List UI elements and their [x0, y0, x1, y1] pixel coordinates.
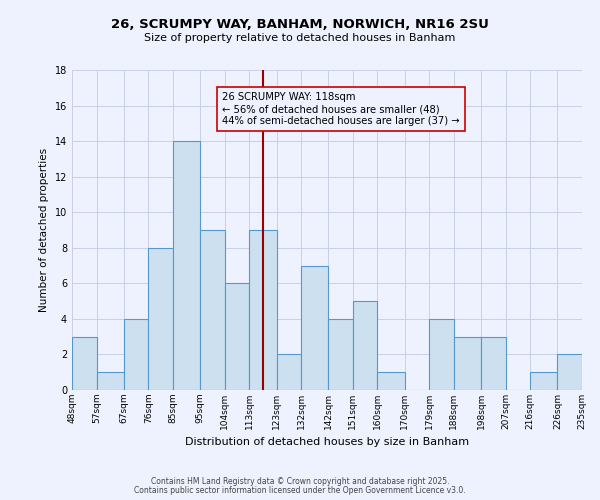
- Bar: [377, 372, 405, 390]
- X-axis label: Distribution of detached houses by size in Banham: Distribution of detached houses by size …: [185, 438, 469, 448]
- Y-axis label: Number of detached properties: Number of detached properties: [39, 148, 49, 312]
- Bar: [277, 354, 301, 390]
- Bar: [429, 319, 454, 390]
- Bar: [72, 336, 97, 390]
- Bar: [328, 319, 353, 390]
- Bar: [557, 354, 582, 390]
- Bar: [225, 284, 249, 390]
- Text: 26 SCRUMPY WAY: 118sqm
← 56% of detached houses are smaller (48)
44% of semi-det: 26 SCRUMPY WAY: 118sqm ← 56% of detached…: [223, 92, 460, 126]
- Bar: [301, 266, 328, 390]
- Bar: [249, 230, 277, 390]
- Bar: [124, 319, 148, 390]
- Bar: [530, 372, 557, 390]
- Bar: [481, 336, 506, 390]
- Text: Contains public sector information licensed under the Open Government Licence v3: Contains public sector information licen…: [134, 486, 466, 495]
- Bar: [97, 372, 124, 390]
- Bar: [173, 141, 200, 390]
- Bar: [454, 336, 481, 390]
- Bar: [353, 301, 377, 390]
- Bar: [200, 230, 225, 390]
- Text: Contains HM Land Registry data © Crown copyright and database right 2025.: Contains HM Land Registry data © Crown c…: [151, 477, 449, 486]
- Text: 26, SCRUMPY WAY, BANHAM, NORWICH, NR16 2SU: 26, SCRUMPY WAY, BANHAM, NORWICH, NR16 2…: [111, 18, 489, 30]
- Text: Size of property relative to detached houses in Banham: Size of property relative to detached ho…: [145, 33, 455, 43]
- Bar: [148, 248, 173, 390]
